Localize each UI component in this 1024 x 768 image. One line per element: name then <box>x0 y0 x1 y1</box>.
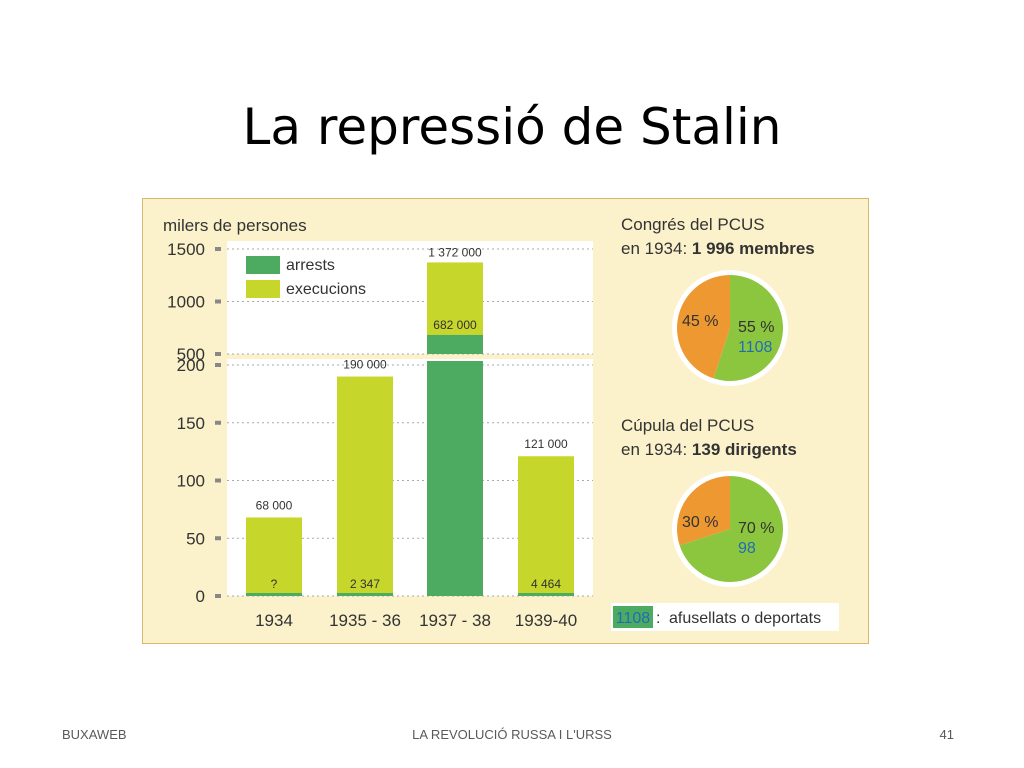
y-tick-label: 1000 <box>167 293 205 312</box>
pie-title-line2: en 1934: 139 dirigents <box>621 440 797 459</box>
pie-title-prefix: en 1934: <box>621 239 692 258</box>
pie-title-line2: en 1934: 1 996 membres <box>621 239 815 258</box>
y-tick-label: 1500 <box>167 240 205 259</box>
y-tick-label: 200 <box>177 356 205 375</box>
slide-title: La repressió de Stalin <box>242 97 782 156</box>
y-tick-mark <box>215 352 221 356</box>
y-tick-mark <box>215 478 221 483</box>
pie-label-green-pct: 55 % <box>738 319 774 336</box>
bar-arrests <box>518 593 574 596</box>
y-tick-mark <box>215 299 221 304</box>
bar-arrests <box>427 361 483 596</box>
key-note-text: afusellats o deportats <box>669 610 821 627</box>
data-label-total: 68 000 <box>256 498 293 512</box>
plot-area-upper <box>227 241 593 354</box>
data-label-total: 121 000 <box>524 437 568 451</box>
x-tick-label: 1935 - 36 <box>329 611 401 630</box>
bar-arrests <box>427 334 483 354</box>
bar-arrests <box>246 593 302 596</box>
pie-slice-green <box>679 476 783 582</box>
y-tick-label: 500 <box>177 345 205 364</box>
y-tick-mark <box>215 594 221 598</box>
y-tick-mark <box>215 536 221 541</box>
footer-author: BUXAWEB <box>62 727 127 742</box>
data-label-arrests: ? <box>271 577 278 591</box>
key-note-number-bg <box>613 606 653 628</box>
footer-course-title: LA REVOLUCIÓ RUSSA I L'URSS <box>412 727 612 742</box>
data-label-arrests: 682 000 <box>433 318 477 332</box>
data-label-arrests: 2 347 <box>350 577 380 591</box>
pie-slice-orange <box>677 476 730 546</box>
y-tick-mark <box>215 363 221 367</box>
bar-execucions <box>427 262 483 335</box>
pie-title-count: 1 996 membres <box>692 239 815 258</box>
pie-title-count: 139 dirigents <box>692 440 797 459</box>
key-note-separator: : <box>656 610 660 627</box>
legend-label-arrests: arrests <box>286 257 335 274</box>
x-tick-label: 1939-40 <box>515 611 577 630</box>
chart-panel: milers de persones 1500 1000 500 200 150 100 50… <box>142 198 869 644</box>
data-label-arrests: 4 464 <box>531 577 561 591</box>
pie-slice-orange <box>677 275 730 379</box>
pie-label-orange-pct: 30 % <box>682 514 718 531</box>
y-tick-label: 150 <box>177 414 205 433</box>
pie-label-green-pct: 70 % <box>738 520 774 537</box>
y-tick-label: 100 <box>177 472 205 491</box>
pie-label-count: 98 <box>738 540 756 557</box>
bar-execucions <box>518 456 574 596</box>
data-label-total: 1 372 000 <box>428 245 482 259</box>
legend-label-execucions: execucions <box>286 281 366 298</box>
legend-swatch-arrests <box>246 256 280 274</box>
bar-arrests <box>337 593 393 596</box>
x-tick-label: 1937 - 38 <box>419 611 491 630</box>
pie-title-prefix: en 1934: <box>621 440 692 459</box>
pie-label-orange-pct: 45 % <box>682 313 718 330</box>
y-tick-label: 50 <box>186 529 205 548</box>
key-note-number: 1108 <box>616 610 651 627</box>
y-tick-mark <box>215 247 221 251</box>
bar-execucions <box>246 517 302 596</box>
pie-label-count: 1108 <box>738 339 773 356</box>
page-number: 41 <box>939 727 954 742</box>
pie-title-line1: Congrés del PCUS <box>621 215 765 234</box>
y-tick-label: 0 <box>196 587 205 606</box>
pie-title-line1: Cúpula del PCUS <box>621 416 754 435</box>
chart-svg: milers de persones1500100050020015010050… <box>163 215 839 631</box>
data-label-total: 190 000 <box>343 358 387 372</box>
y-axis-label: milers de persones <box>163 216 307 235</box>
y-tick-mark <box>215 420 221 425</box>
bar-execucions <box>337 376 393 596</box>
legend-swatch-execucions <box>246 280 280 298</box>
pie-slice-green <box>713 275 783 381</box>
x-tick-label: 1934 <box>255 611 293 630</box>
